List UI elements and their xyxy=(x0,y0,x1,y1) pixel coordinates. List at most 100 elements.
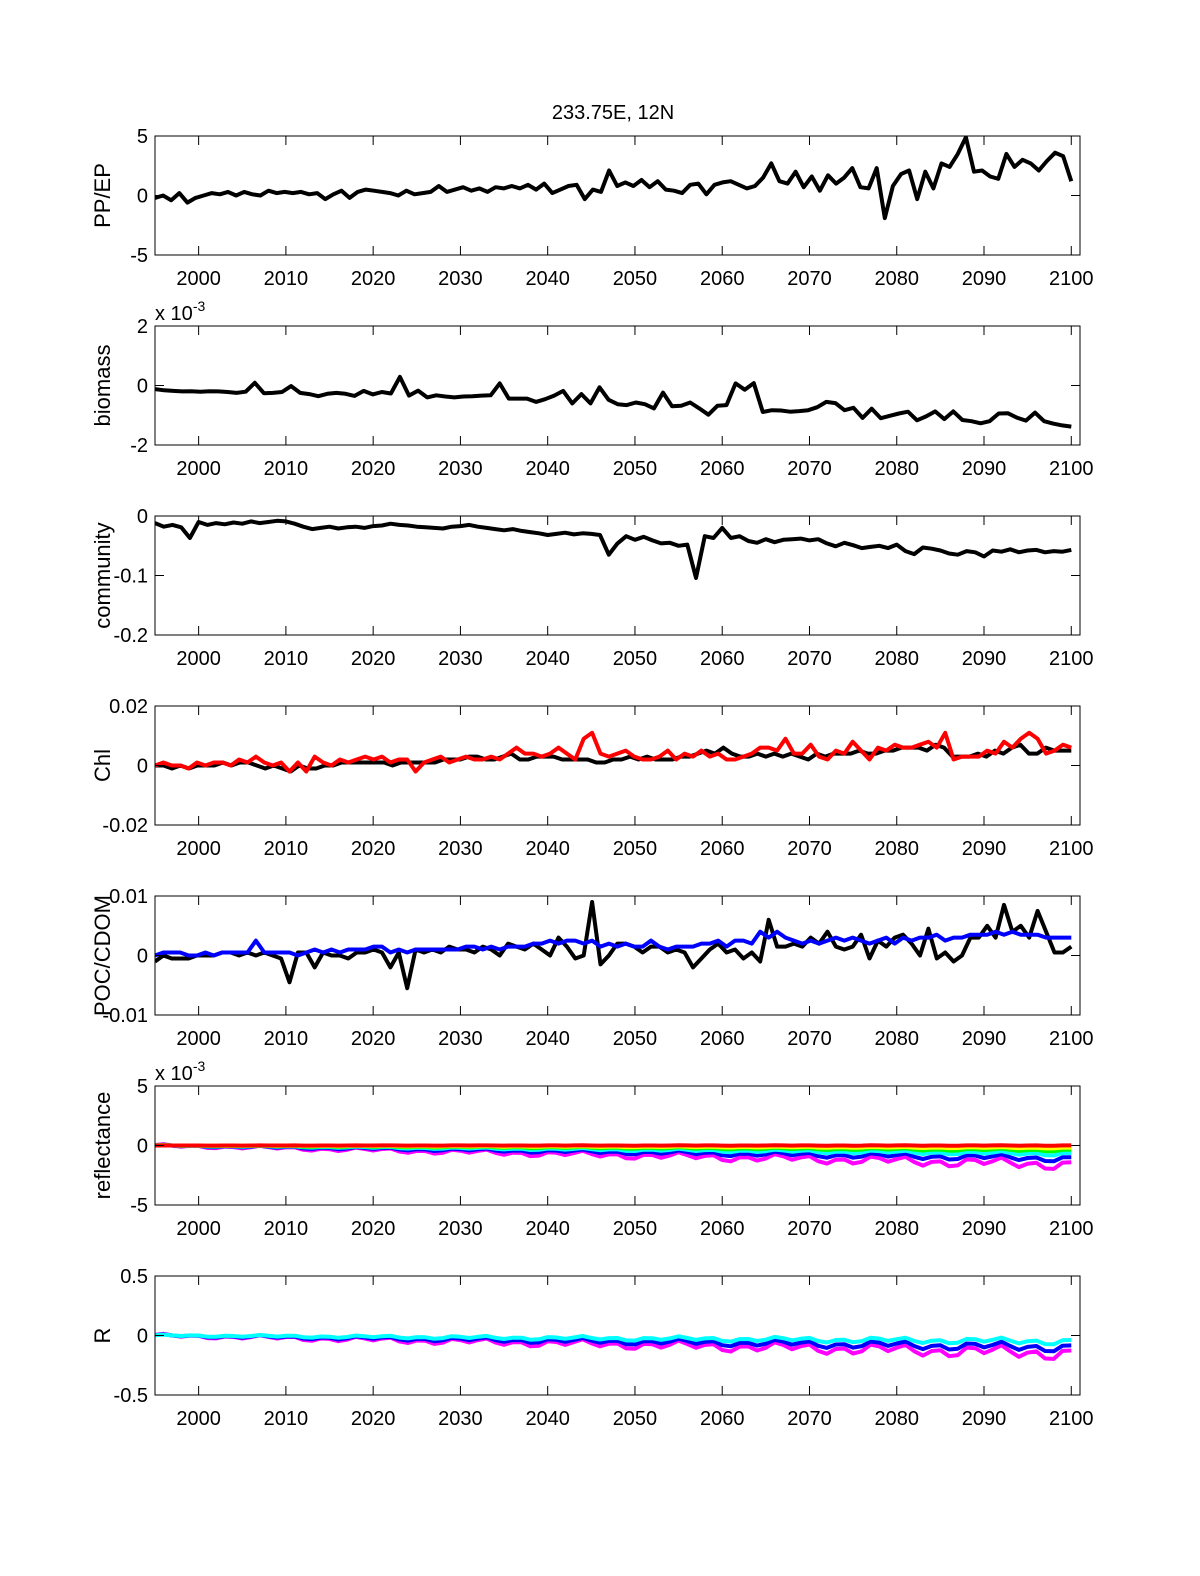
y-exponent-label: x 10-3 xyxy=(155,298,205,325)
x-tick-label: 2050 xyxy=(613,1408,658,1430)
y-tick-label: -0.5 xyxy=(114,1385,148,1407)
y-tick-label: -5 xyxy=(130,245,148,267)
x-tick-label: 2050 xyxy=(613,268,658,290)
x-tick-label: 2090 xyxy=(962,458,1007,480)
y-tick-label: 0.01 xyxy=(109,886,148,908)
series-line-4-2 xyxy=(155,730,1072,774)
x-tick-label: 2040 xyxy=(525,838,570,860)
x-tick-label: 2090 xyxy=(962,1028,1007,1050)
y-exponent-label: x 10-3 xyxy=(155,1058,205,1085)
y-tick-label: 0 xyxy=(137,756,148,778)
x-tick-label: 2030 xyxy=(438,838,483,860)
x-tick-label: 2020 xyxy=(351,1028,396,1050)
series-line-5-2 xyxy=(155,929,1072,958)
x-tick-label: 2050 xyxy=(613,458,658,480)
y-tick-label: 0.02 xyxy=(109,696,148,718)
x-tick-label: 2000 xyxy=(176,1408,221,1430)
x-tick-label: 2020 xyxy=(351,1218,396,1240)
y-axis-label: Chl xyxy=(90,749,115,782)
x-tick-label: 2040 xyxy=(525,1218,570,1240)
x-tick-label: 2020 xyxy=(351,648,396,670)
y-tick-label: -0.02 xyxy=(102,815,148,837)
x-tick-label: 2080 xyxy=(874,648,919,670)
x-tick-label: 2080 xyxy=(874,1408,919,1430)
chart-panel-1: 2000 2010 2020 2030 2040 2050 2060 2070 2080 2090… xyxy=(90,126,1094,290)
y-tick-label: 5 xyxy=(137,1076,148,1098)
x-tick-label: 2030 xyxy=(438,458,483,480)
x-tick-label: 2060 xyxy=(700,1218,745,1240)
x-tick-label: 2010 xyxy=(264,268,309,290)
y-tick-label: 0 xyxy=(137,946,148,968)
x-tick-label: 2020 xyxy=(351,268,396,290)
x-tick-label: 2020 xyxy=(351,1408,396,1430)
x-tick-label: 2050 xyxy=(613,648,658,670)
x-tick-label: 2080 xyxy=(874,1218,919,1240)
x-tick-label: 2010 xyxy=(264,648,309,670)
y-tick-label: -2 xyxy=(130,435,148,457)
x-tick-label: 2060 xyxy=(700,648,745,670)
figure-title: 233.75E, 12N xyxy=(552,102,674,124)
y-tick-label: 2 xyxy=(137,316,148,338)
x-tick-label: 2100 xyxy=(1049,1218,1094,1240)
y-axis-label: community xyxy=(90,522,115,628)
x-tick-label: 2010 xyxy=(264,1028,309,1050)
x-tick-label: 2050 xyxy=(613,1028,658,1050)
chart-panel-2: 2000 2010 2020 2030 2040 2050 2060 2070 2080 2090… xyxy=(90,298,1094,480)
chart-panel-5: 2000 2010 2020 2030 2040 2050 2060 2070 2080 2090… xyxy=(90,886,1094,1050)
series-line-7-3 xyxy=(155,1332,1072,1347)
y-axis-label: R xyxy=(90,1328,115,1344)
x-tick-label: 2040 xyxy=(525,1408,570,1430)
y-tick-label: -0.1 xyxy=(114,566,148,588)
series-line-2-1 xyxy=(155,374,1072,429)
x-tick-label: 2100 xyxy=(1049,458,1094,480)
series-line-5-1 xyxy=(155,900,1073,991)
y-axis-label: reflectance xyxy=(90,1092,115,1200)
x-tick-label: 2070 xyxy=(787,838,832,860)
x-tick-label: 2030 xyxy=(438,1408,483,1430)
x-tick-label: 2000 xyxy=(176,1028,221,1050)
x-tick-label: 2030 xyxy=(438,1028,483,1050)
x-tick-label: 2080 xyxy=(874,268,919,290)
y-axis-label: PP/EP xyxy=(90,163,115,228)
x-tick-label: 2090 xyxy=(962,268,1007,290)
x-tick-label: 2060 xyxy=(700,268,745,290)
x-tick-label: 2060 xyxy=(700,1408,745,1430)
x-tick-label: 2040 xyxy=(525,1028,570,1050)
axes-box xyxy=(154,325,1081,446)
x-tick-label: 2000 xyxy=(176,838,221,860)
x-tick-label: 2080 xyxy=(874,458,919,480)
y-tick-label: 0 xyxy=(137,186,148,208)
x-tick-label: 2070 xyxy=(787,1408,832,1430)
x-tick-label: 2100 xyxy=(1049,838,1094,860)
x-tick-label: 2020 xyxy=(351,838,396,860)
x-tick-label: 2100 xyxy=(1049,268,1094,290)
y-tick-label: 0 xyxy=(137,376,148,398)
x-tick-label: 2020 xyxy=(351,458,396,480)
y-axis-label: POC/CDOM xyxy=(90,895,115,1016)
x-tick-label: 2070 xyxy=(787,1218,832,1240)
x-tick-label: 2000 xyxy=(176,268,221,290)
x-tick-label: 2090 xyxy=(962,838,1007,860)
series-line-3-1 xyxy=(155,518,1072,580)
x-tick-label: 2060 xyxy=(700,838,745,860)
x-tick-label: 2040 xyxy=(525,458,570,480)
y-tick-label: -0.01 xyxy=(102,1005,148,1027)
axes-box xyxy=(154,135,1081,256)
chart-panel-3: 2000 2010 2020 2030 2040 2050 2060 2070 2080 2090… xyxy=(90,506,1094,670)
y-tick-label: 5 xyxy=(137,126,148,148)
x-tick-label: 2030 xyxy=(438,648,483,670)
x-tick-label: 2090 xyxy=(962,1218,1007,1240)
x-tick-label: 2000 xyxy=(176,1218,221,1240)
x-tick-label: 2100 xyxy=(1049,648,1094,670)
y-tick-label: 0 xyxy=(137,506,148,528)
x-tick-label: 2010 xyxy=(264,838,309,860)
x-tick-label: 2010 xyxy=(264,1408,309,1430)
x-tick-label: 2030 xyxy=(438,1218,483,1240)
x-tick-label: 2090 xyxy=(962,1408,1007,1430)
chart-panel-7: 2000 2010 2020 2030 2040 2050 2060 2070 2080 2090… xyxy=(90,1266,1094,1430)
x-tick-label: 2080 xyxy=(874,838,919,860)
x-tick-label: 2000 xyxy=(176,458,221,480)
x-tick-label: 2040 xyxy=(525,648,570,670)
chart-panel-6: 2000 2010 2020 2030 2040 2050 2060 2070 2080 2090… xyxy=(90,1058,1094,1240)
